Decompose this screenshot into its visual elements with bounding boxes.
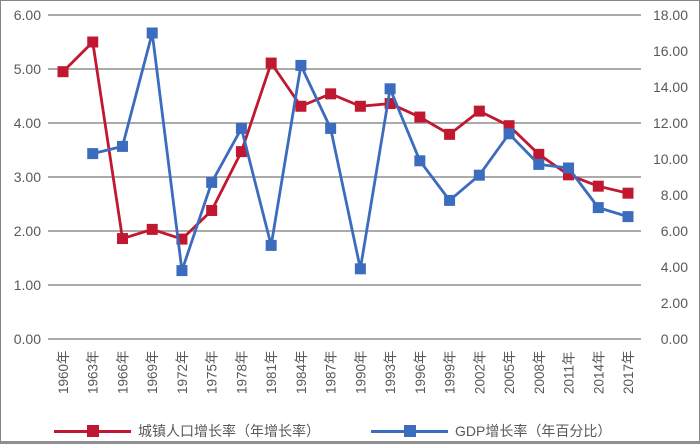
left-axis-tick-label: 3.00: [14, 169, 41, 185]
legend-line-red: [54, 425, 131, 437]
x-axis-tick-label: 1978年: [234, 350, 249, 394]
data-point-marker: [503, 128, 515, 140]
x-axis-tick-label: 1969年: [145, 350, 160, 394]
left-axis-tick-label: 0.00: [14, 331, 41, 347]
data-point-marker: [146, 27, 158, 39]
x-axis-tick-label: 2005年: [502, 350, 517, 394]
data-point-marker: [265, 57, 277, 69]
data-point-marker: [622, 187, 634, 199]
data-point-marker: [414, 111, 426, 123]
data-point-marker: [592, 202, 604, 214]
data-point-marker: [87, 36, 99, 48]
left-axis-tick-label: 1.00: [14, 277, 41, 293]
x-axis-tick-label: 1990年: [353, 350, 368, 394]
data-point-marker: [384, 98, 396, 110]
x-axis-tick-labels: 1960年 1963年 1966年 1969年 1972年 1975年 1978年 1981年…: [56, 350, 636, 394]
legend-item-urban-population-growth: 城镇人口增长率（年增长率）: [54, 422, 320, 440]
data-point-marker: [235, 122, 247, 134]
right-axis-tick-label: 6.00: [661, 223, 688, 239]
right-axis-tick-label: 10.00: [653, 151, 688, 167]
data-point-marker: [592, 180, 604, 192]
series-urban-population: [57, 36, 634, 245]
data-point-marker: [533, 148, 545, 160]
left-axis-tick-labels: 6.00 5.00 4.00 3.00 2.00 1.00 0.00: [14, 7, 41, 347]
data-point-marker: [473, 169, 485, 181]
legend-label-urban-population-growth: 城镇人口增长率（年增长率）: [138, 423, 320, 439]
x-axis-tick-label: 1996年: [413, 350, 428, 394]
x-axis-tick-label: 1981年: [264, 350, 279, 394]
data-point-marker: [563, 169, 575, 181]
legend-square-marker-red: [87, 425, 99, 437]
chart-legend: 城镇人口增长率（年增长率） GDP增长率（年百分比）: [1, 422, 699, 441]
right-axis-tick-label: 14.00: [653, 79, 688, 95]
right-axis-tick-label: 0.00: [661, 331, 688, 347]
data-point-marker: [87, 148, 99, 160]
data-point-marker: [473, 105, 485, 117]
data-point-marker: [295, 100, 307, 112]
x-axis-tick-label: 1999年: [443, 350, 458, 394]
x-axis-tick-label: 1966年: [115, 350, 130, 394]
series-gdp: [87, 27, 634, 277]
series-line: [62, 40, 629, 241]
x-axis-tick-label: 1975年: [205, 350, 220, 394]
right-axis-tick-label: 8.00: [661, 187, 688, 203]
right-axis-tick-label: 4.00: [661, 259, 688, 275]
data-point-marker: [563, 162, 575, 174]
x-axis-tick-label: 1993年: [383, 350, 398, 394]
data-point-marker: [176, 265, 188, 277]
data-point-marker: [57, 66, 69, 78]
x-axis-tick-label: 1972年: [175, 350, 190, 394]
left-axis-tick-label: 2.00: [14, 223, 41, 239]
x-axis-tick-label: 2017年: [621, 350, 636, 394]
data-point-marker: [206, 176, 218, 188]
right-axis-tick-label: 18.00: [653, 7, 688, 23]
data-point-marker: [444, 194, 456, 206]
left-axis-tick-label: 5.00: [14, 61, 41, 77]
left-axis-tick-label: 4.00: [14, 115, 41, 131]
gridlines: [48, 14, 641, 340]
legend-label-gdp-growth: GDP增长率（年百分比）: [455, 423, 612, 439]
data-point-marker: [414, 155, 426, 167]
data-point-marker: [444, 128, 456, 140]
right-axis-tick-label: 12.00: [653, 115, 688, 131]
data-point-marker: [235, 146, 247, 158]
x-axis-tick-label: 1963年: [86, 350, 101, 394]
data-point-marker: [116, 140, 128, 152]
x-axis-tick-label: 1960年: [56, 350, 71, 394]
data-point-marker: [384, 83, 396, 95]
x-axis-tick-label: 2011年: [562, 351, 577, 394]
data-point-marker: [146, 223, 158, 235]
data-point-marker: [533, 158, 545, 170]
data-point-marker: [354, 263, 366, 275]
data-point-marker: [116, 233, 128, 245]
data-point-marker: [354, 100, 366, 112]
x-axis-tick-label: 1984年: [294, 350, 309, 394]
x-axis-tick-label: 2008年: [532, 350, 547, 394]
x-axis-tick-label: 1987年: [324, 350, 339, 394]
x-axis-tick-label: 2014年: [591, 350, 606, 394]
right-axis-tick-label: 16.00: [653, 43, 688, 59]
data-point-marker: [503, 120, 515, 132]
data-point-marker: [206, 204, 218, 216]
right-axis-tick-label: 2.00: [661, 295, 688, 311]
legend-item-gdp-growth: GDP增长率（年百分比）: [371, 422, 611, 440]
right-axis-tick-labels: 18.00 16.00 14.00 12.00 10.00 8.00 6.00 4.00 2.0…: [653, 7, 688, 347]
data-point-marker: [325, 88, 337, 100]
data-point-marker: [325, 122, 337, 134]
x-axis-tick-label: 2002年: [472, 350, 487, 394]
data-point-marker: [622, 211, 634, 223]
data-point-marker: [265, 239, 277, 251]
data-point-marker: [295, 59, 307, 71]
legend-square-marker-blue: [404, 425, 416, 437]
legend-line-blue: [371, 425, 448, 437]
left-axis-tick-label: 6.00: [14, 7, 41, 23]
data-point-marker: [176, 233, 188, 245]
